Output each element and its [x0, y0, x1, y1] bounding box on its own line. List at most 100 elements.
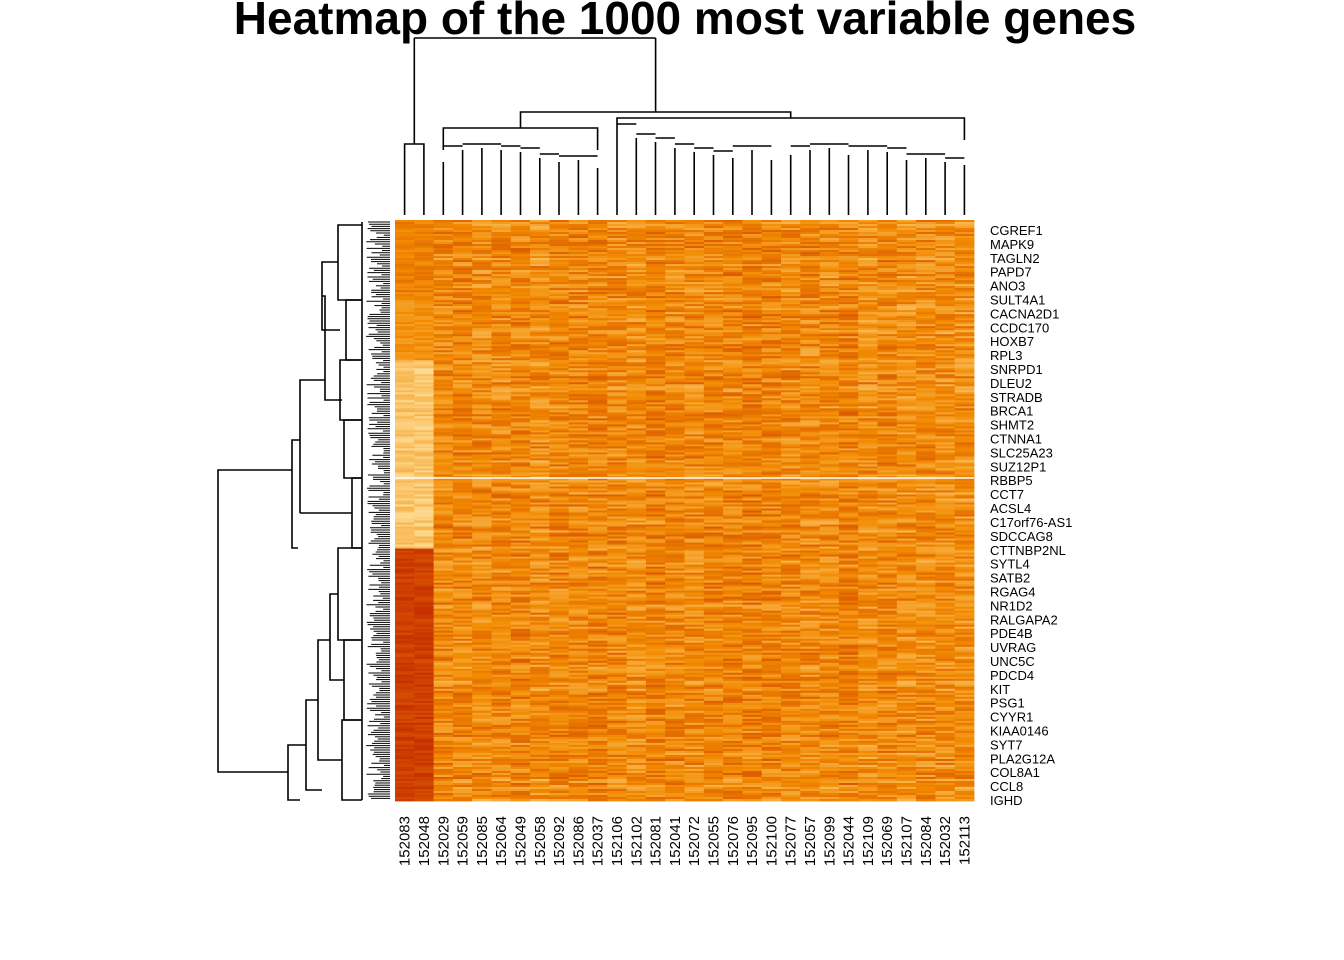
heatmap-cell [819, 466, 840, 469]
heatmap-cell [665, 364, 685, 367]
heatmap-cell [472, 384, 492, 387]
heatmap-cell [530, 448, 550, 451]
heatmap-cell [723, 458, 743, 461]
heatmap-cell [742, 272, 763, 275]
heatmap-cell [684, 378, 705, 381]
heatmap-cell [530, 406, 550, 409]
heatmap-cell [626, 242, 647, 245]
heatmap-cell [510, 264, 531, 267]
heatmap-cell [954, 310, 975, 313]
heatmap-cell [800, 468, 820, 471]
heatmap-cell [491, 448, 512, 451]
heatmap-cell [954, 332, 975, 335]
heatmap-cell [626, 266, 647, 269]
heatmap-cell [838, 524, 859, 527]
heatmap-cell [723, 418, 743, 421]
heatmap-cell [935, 268, 956, 271]
heatmap-cell [858, 292, 878, 295]
heatmap-cell [723, 502, 743, 505]
heatmap-cell [452, 340, 473, 343]
heatmap-cell [433, 258, 454, 261]
heatmap-cell [433, 360, 454, 363]
heatmap-cell [703, 380, 724, 383]
heatmap-cell [916, 316, 936, 319]
heatmap-cell [607, 508, 627, 511]
heatmap-cell [433, 504, 454, 507]
heatmap-cell [607, 412, 627, 415]
heatmap-cell [645, 304, 666, 307]
heatmap-cell [626, 256, 647, 259]
heatmap-cell [607, 442, 627, 445]
heatmap-cell [703, 288, 724, 291]
heatmap-cell [645, 326, 666, 329]
heatmap-cell [761, 462, 782, 465]
heatmap-cell [800, 438, 820, 441]
heatmap-cell [433, 286, 454, 289]
heatmap-cell [896, 222, 917, 225]
heatmap-cell [819, 280, 840, 283]
heatmap-cell [916, 412, 936, 415]
heatmap-cell [414, 494, 434, 497]
heatmap-cell [491, 464, 512, 467]
heatmap-cell [665, 420, 685, 423]
heatmap-cell [510, 282, 531, 285]
heatmap-cell [665, 238, 685, 241]
heatmap-cell [954, 282, 975, 285]
heatmap-cell [607, 424, 627, 427]
heatmap-cell [781, 232, 801, 235]
heatmap-cell [549, 510, 570, 513]
heatmap-cell [568, 326, 589, 329]
heatmap-cell [588, 358, 608, 361]
heatmap-cell [877, 376, 898, 379]
heatmap-cell [414, 370, 434, 373]
heatmap-cell [916, 446, 936, 449]
heatmap-cell [645, 432, 666, 435]
heatmap-cell [665, 374, 685, 377]
heatmap-cell [800, 298, 820, 301]
heatmap-cell [491, 486, 512, 489]
heatmap-cell [838, 424, 859, 427]
heatmap-cell [742, 252, 763, 255]
heatmap-cell [703, 418, 724, 421]
heatmap-cell [568, 462, 589, 465]
heatmap-cell [645, 292, 666, 295]
heatmap-cell [452, 274, 473, 277]
heatmap-cell [742, 256, 763, 259]
heatmap-cell [742, 486, 763, 489]
heatmap-cell [761, 478, 782, 481]
heatmap-cell [491, 484, 512, 487]
heatmap-cell [568, 446, 589, 449]
heatmap-cell [530, 246, 550, 249]
heatmap-cell [433, 256, 454, 259]
heatmap-cell [588, 266, 608, 269]
heatmap-cell [395, 280, 415, 283]
heatmap-cell [703, 398, 724, 401]
heatmap-cell [742, 410, 763, 413]
heatmap-cell [491, 514, 512, 517]
heatmap-cell [549, 300, 570, 303]
heatmap-cell [838, 390, 859, 393]
heatmap-cell [954, 374, 975, 377]
heatmap-cell [645, 252, 666, 255]
heatmap-cell [684, 352, 705, 355]
heatmap-cell [858, 422, 878, 425]
heatmap-cell [858, 456, 878, 459]
heatmap-cell [491, 324, 512, 327]
heatmap-cell [395, 368, 415, 371]
heatmap-cell [800, 300, 820, 303]
heatmap-cell [935, 342, 956, 345]
heatmap-cell [530, 428, 550, 431]
heatmap-cell [954, 232, 975, 235]
heatmap-cell [935, 444, 956, 447]
heatmap-cell [781, 462, 801, 465]
heatmap-cell [684, 312, 705, 315]
heatmap-cell [819, 350, 840, 353]
heatmap-cell [645, 412, 666, 415]
heatmap-cell [742, 468, 763, 471]
heatmap-cell [723, 446, 743, 449]
heatmap-cell [588, 222, 608, 225]
heatmap-cell [588, 454, 608, 457]
heatmap-cell [838, 522, 859, 525]
heatmap-cell [916, 502, 936, 505]
heatmap-cell [742, 478, 763, 481]
